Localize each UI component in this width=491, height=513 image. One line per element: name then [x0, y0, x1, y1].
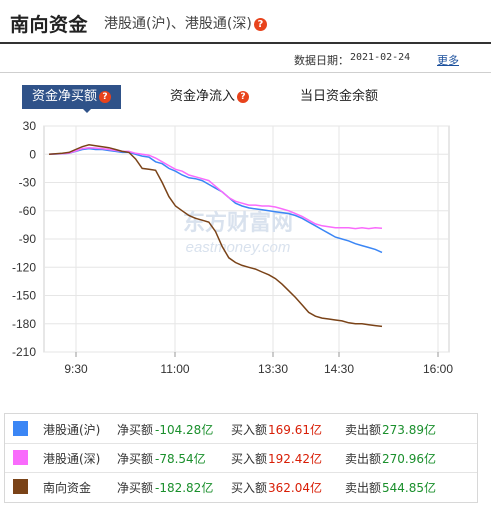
tab-net-inflow-label: 资金净流入: [170, 89, 236, 104]
net-label: 净买额: [117, 452, 154, 466]
date-label: 数据日期：: [294, 54, 349, 67]
y-tick-label: -30: [19, 176, 37, 190]
x-tick-label: 13:30: [258, 362, 288, 376]
series-swatch: [13, 450, 28, 465]
tab-net-buy[interactable]: 资金净买额?: [22, 85, 122, 109]
sell-label: 卖出额: [345, 481, 382, 495]
tab-net-inflow[interactable]: 资金净流入?: [170, 85, 250, 109]
tab-daily-balance[interactable]: 当日资金余额: [300, 85, 378, 109]
legend-name: 港股通(深): [43, 452, 101, 466]
y-tick-label: -150: [12, 289, 36, 303]
subtitle-text: 港股通(沪)、港股通(深): [104, 16, 252, 32]
y-axis: 30 0 -30 -60 -90 -120 -150 -180 -210: [12, 120, 36, 359]
help-icon[interactable]: ?: [237, 91, 250, 103]
net-value: -78.54亿: [155, 452, 206, 466]
buy-label: 买入额: [231, 423, 268, 437]
y-tick-label: 30: [23, 120, 37, 133]
watermark-text: 东方财富网: [183, 210, 293, 235]
page-subtitle: 港股通(沪)、港股通(深)?: [104, 13, 267, 33]
series-swatch: [13, 479, 28, 494]
legend-name: 南向资金: [43, 481, 92, 495]
legend-row-sh: 港股通(沪) 净买额 -104.28亿 买入额 169.61亿 卖出额 273.…: [5, 414, 477, 444]
legend-row-south: 南向资金 净买额 -182.82亿 买入额 362.04亿 卖出额 544.85…: [5, 472, 477, 501]
buy-value: 192.42亿: [268, 452, 322, 466]
y-tick-label: -210: [12, 345, 36, 359]
net-label: 净买额: [117, 423, 154, 437]
capital-flow-chart: 东方财富网 eastmoney.com 30 0 -30 -60 -90 -120 -150…: [12, 120, 453, 376]
series-line-2: [48, 144, 383, 328]
date-value: 2021-02-24: [350, 52, 411, 63]
watermark: 东方财富网 eastmoney.com: [183, 210, 293, 256]
date-bar: 数据日期： 2021-02-24 更多: [0, 52, 491, 68]
buy-label: 买入额: [231, 452, 268, 466]
tab-daily-balance-label: 当日资金余额: [300, 89, 379, 104]
x-tick-label: 16:00: [423, 362, 453, 376]
sell-value: 273.89亿: [382, 423, 436, 437]
summary-legend: 港股通(沪) 净买额 -104.28亿 买入额 169.61亿 卖出额 273.…: [4, 413, 478, 503]
x-axis: 9:30 11:00 13:30 14:30 16:00: [64, 352, 453, 376]
series-lines: [48, 144, 383, 328]
panel-header: 南向资金 港股通(沪)、港股通(深)?: [0, 0, 491, 44]
series-line-0: [48, 147, 383, 254]
date-divider: [0, 72, 491, 73]
legend-name: 港股通(沪): [43, 423, 101, 437]
tab-net-buy-label: 资金净买额: [32, 89, 98, 104]
watermark-subtext: eastmoney.com: [186, 239, 291, 256]
page-title: 南向资金: [10, 14, 89, 36]
buy-value: 169.61亿: [268, 423, 322, 437]
buy-label: 买入额: [231, 481, 268, 495]
more-link[interactable]: 更多: [437, 54, 459, 67]
y-tick-label: -120: [12, 260, 36, 274]
y-tick-label: -90: [19, 232, 37, 246]
sell-label: 卖出额: [345, 452, 382, 466]
sell-value: 544.85亿: [382, 481, 436, 495]
net-value: -104.28亿: [155, 423, 214, 437]
y-tick-label: 0: [29, 147, 36, 161]
series-swatch: [13, 421, 28, 436]
x-tick-label: 14:30: [324, 362, 354, 376]
sell-value: 270.96亿: [382, 452, 436, 466]
chart-grid: [44, 125, 449, 353]
net-label: 净买额: [117, 481, 154, 495]
x-tick-label: 9:30: [64, 362, 88, 376]
x-tick-label: 11:00: [160, 362, 189, 376]
net-value: -182.82亿: [155, 481, 214, 495]
legend-row-sz: 港股通(深) 净买额 -78.54亿 买入额 192.42亿 卖出额 270.9…: [5, 443, 477, 473]
series-line-1: [48, 146, 383, 230]
buy-value: 362.04亿: [268, 481, 322, 495]
help-icon[interactable]: ?: [99, 91, 112, 103]
active-tab-pointer: [82, 108, 92, 113]
y-tick-label: -60: [19, 204, 37, 218]
sell-label: 卖出额: [345, 423, 382, 437]
y-tick-label: -180: [12, 317, 36, 331]
tab-bar: 资金净买额? 资金净流入? 当日资金余额: [0, 85, 491, 113]
help-icon[interactable]: ?: [253, 18, 267, 31]
header-divider: [0, 42, 491, 44]
